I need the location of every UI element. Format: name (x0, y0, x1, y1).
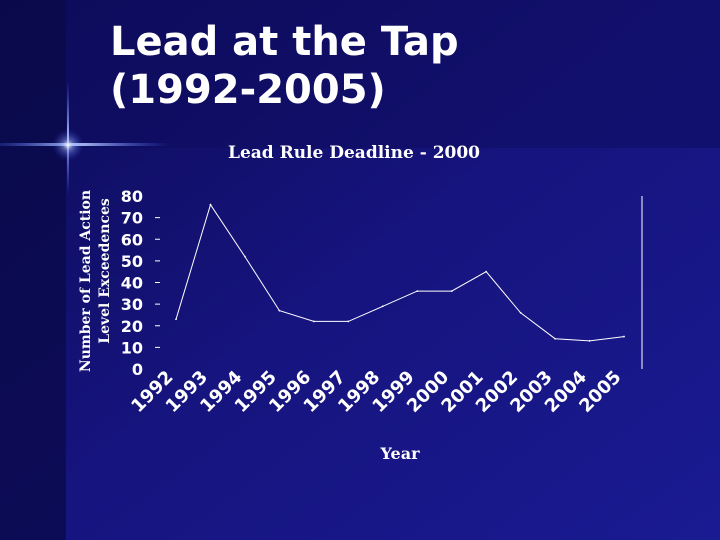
data-point (244, 255, 246, 258)
data-point (312, 320, 315, 323)
x-axis: 1992199319941995199619971998199920002001… (127, 367, 625, 417)
y-axis-label-line-2: Level Exceedences (97, 198, 113, 344)
data-point (450, 290, 453, 293)
y-tick-label: 80 (121, 187, 143, 206)
chart-title: Lead Rule Deadline - 2000 (228, 143, 480, 163)
data-point (175, 318, 177, 321)
data-point (623, 335, 625, 338)
data-point (485, 270, 488, 273)
y-tick-label: 50 (121, 252, 143, 271)
data-point (209, 203, 212, 206)
y-tick-label: 60 (121, 230, 143, 249)
slide-title-line-2: (1992-2005) (110, 67, 386, 113)
y-tick-label: 30 (121, 295, 143, 314)
data-point (519, 311, 522, 314)
data-point (381, 305, 384, 308)
data-point (278, 309, 281, 312)
data-point (347, 320, 350, 323)
data-point (554, 337, 556, 340)
left-panel (0, 0, 66, 540)
data-point (588, 339, 591, 342)
slide-title: Lead at the Tap (1992-2005) (110, 18, 459, 114)
y-tick-label: 20 (121, 317, 143, 336)
y-tick-label: 0 (132, 360, 143, 379)
slide-title-line-1: Lead at the Tap (110, 19, 459, 65)
y-axis-label-line-1: Number of Lead Action (78, 190, 94, 372)
series-line (175, 203, 625, 342)
series-group (175, 203, 625, 342)
flare-glow (52, 129, 84, 161)
y-tick-label: 40 (121, 274, 143, 293)
y-tick-label: 70 (121, 209, 143, 228)
top-band (66, 0, 720, 148)
data-point (416, 290, 419, 293)
x-axis-label: Year (379, 444, 420, 463)
y-axis: 0 10 20 30 40 50 60 70 80 (121, 187, 160, 379)
flare-horizontal-beam (0, 143, 170, 146)
y-tick-label: 10 (121, 338, 143, 357)
